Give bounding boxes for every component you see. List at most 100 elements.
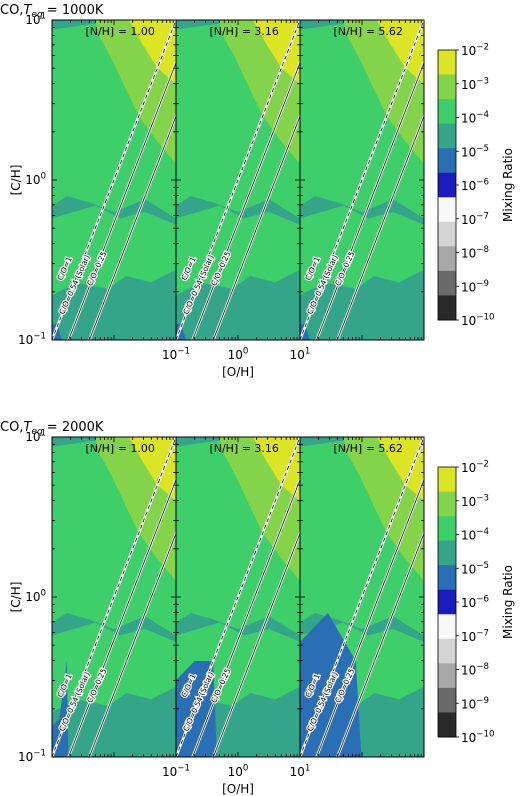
colorbar-tick-label: 10−8	[461, 245, 489, 260]
colorbar-tick-label: 10−5	[461, 144, 489, 159]
contour-level	[300, 613, 362, 757]
panel-label: [N/H] = 1.00	[85, 25, 155, 38]
colorbar-tick-label: 10−7	[461, 211, 489, 226]
co-line	[176, 20, 300, 340]
panel-1: C/O=1C/O=1C/O=0.54 (Solar)C/O=0.54 (Sola…	[51, 436, 177, 758]
colorbar-band	[438, 270, 456, 296]
colorbar-band	[438, 99, 456, 125]
colorbar-tick-label: 10−6	[461, 178, 489, 193]
panel-label: [N/H] = 3.16	[209, 442, 279, 455]
colorbar-tick-label: 10−2	[461, 460, 489, 475]
y-axis-label: [C/H]	[9, 165, 23, 196]
panel-1: C/O=1C/O=1C/O=0.54 (Solar)C/O=0.54 (Sola…	[51, 19, 177, 341]
colorbar-tick-label: 10−9	[461, 279, 489, 294]
y-tick-label: 101	[25, 12, 46, 27]
contour-level	[176, 205, 300, 296]
co-line	[88, 532, 176, 757]
colorbar: 10−2 10−3 10−4 10−5 10−6 10−7 10−8 10−9 10−10 Mix…	[437, 43, 515, 328]
co-line	[316, 61, 424, 340]
y-tick-label: 10−1	[18, 749, 46, 764]
co-line	[68, 478, 176, 757]
x-tick-label: 10−1	[162, 347, 190, 362]
colorbar: 10−2 10−3 10−4 10−5 10−6 10−7 10−8 10−9 10−10 Mix…	[437, 460, 515, 745]
co-line	[176, 437, 300, 757]
colorbar-tick-label: 10−6	[461, 595, 489, 610]
colorbar-band	[438, 221, 456, 247]
co-line	[52, 437, 176, 757]
colorbar-band	[438, 663, 456, 689]
x-tick-label: 100	[228, 764, 249, 779]
co-line	[52, 20, 176, 340]
contour-level	[376, 437, 424, 501]
co-line	[192, 478, 300, 757]
colorbar-tick-label: 10−10	[461, 730, 494, 745]
contour-level	[128, 20, 176, 84]
colorbar-band	[438, 589, 456, 615]
co-line	[68, 61, 176, 340]
co-line	[212, 532, 300, 757]
colorbar-label: Mixing Ratio	[501, 148, 515, 222]
colorbar-tick-label: 10−3	[461, 493, 489, 508]
contour-level	[52, 661, 69, 757]
x-tick-label: 101	[290, 347, 311, 362]
colorbar-band	[438, 123, 456, 149]
contour-level	[52, 205, 176, 296]
contour-level	[252, 20, 300, 84]
colorbar-label: Mixing Ratio	[501, 565, 515, 639]
colorbar-tick-label: 10−8	[461, 662, 489, 677]
colorbar-band	[438, 712, 456, 738]
y-tick-label: 100	[25, 172, 46, 187]
contour-field: C/O=1C/O=1C/O=0.54 (Solar)C/O=0.54 (Sola…	[52, 20, 176, 340]
colorbar-band	[438, 295, 456, 321]
contour-field: C/O=1C/O=1C/O=0.54 (Solar)C/O=0.54 (Sola…	[176, 437, 300, 757]
contour-field: C/O=1C/O=1C/O=0.54 (Solar)C/O=0.54 (Sola…	[176, 20, 300, 340]
colorbar-band	[438, 687, 456, 713]
contour-level	[376, 20, 424, 84]
colorbar-tick-label: 10−10	[461, 313, 494, 328]
panel-3: C/O=1C/O=1C/O=0.54 (Solar)C/O=0.54 (Sola…	[299, 436, 425, 758]
contour-field: C/O=1C/O=1C/O=0.54 (Solar)C/O=0.54 (Sola…	[300, 20, 424, 340]
contour-level	[252, 437, 300, 501]
contour-level	[52, 622, 176, 713]
co-line	[300, 20, 424, 340]
chart-title: CO,Teq = 1000K	[0, 3, 104, 20]
y-tick-label: 101	[25, 429, 46, 444]
y-axis-label: [C/H]	[9, 582, 23, 613]
colorbar-band	[438, 50, 456, 76]
colorbar-tick-label: 10−2	[461, 43, 489, 58]
colorbar-band	[438, 74, 456, 100]
co-line	[300, 437, 424, 757]
co-line	[336, 532, 424, 757]
x-axis-label: [O/H]	[222, 365, 254, 379]
panel-3: C/O=1C/O=1C/O=0.54 (Solar)C/O=0.54 (Sola…	[299, 19, 425, 341]
y-tick-label: 10−1	[18, 332, 46, 347]
colorbar-band	[438, 565, 456, 591]
co-line	[212, 115, 300, 340]
chart-1: CO,Teq = 1000K [C/H] 10−1 100 101 C/O=1C/O=1C…	[0, 3, 515, 379]
colorbar-band	[438, 614, 456, 640]
colorbar-band	[438, 197, 456, 223]
panel-label: [N/H] = 3.16	[209, 25, 279, 38]
co-line	[316, 478, 424, 757]
colorbar-band	[438, 491, 456, 517]
co-line	[192, 61, 300, 340]
colorbar-band	[438, 148, 456, 174]
contour-field: C/O=1C/O=1C/O=0.54 (Solar)C/O=0.54 (Sola…	[52, 437, 176, 757]
colorbar-band	[438, 467, 456, 493]
co-line	[88, 115, 176, 340]
colorbar-tick-label: 10−4	[461, 110, 489, 125]
panel-label: [N/H] = 1.00	[85, 442, 155, 455]
x-tick-label: 100	[228, 347, 249, 362]
panel-2: C/O=1C/O=1C/O=0.54 (Solar)C/O=0.54 (Sola…	[175, 436, 301, 758]
colorbar-tick-label: 10−9	[461, 696, 489, 711]
colorbar-band	[438, 172, 456, 198]
chart-2: CO,Teq = 2000K [C/H] 10−1 100 101 C/O=1C/O=1C…	[0, 420, 515, 796]
colorbar-band	[438, 540, 456, 566]
chart-title: CO,Teq = 2000K	[0, 420, 104, 437]
colorbar-band	[438, 516, 456, 542]
colorbar-tick-label: 10−4	[461, 527, 489, 542]
colorbar-band	[438, 638, 456, 664]
x-tick-label: 10−1	[162, 764, 190, 779]
x-tick-label: 101	[290, 764, 311, 779]
